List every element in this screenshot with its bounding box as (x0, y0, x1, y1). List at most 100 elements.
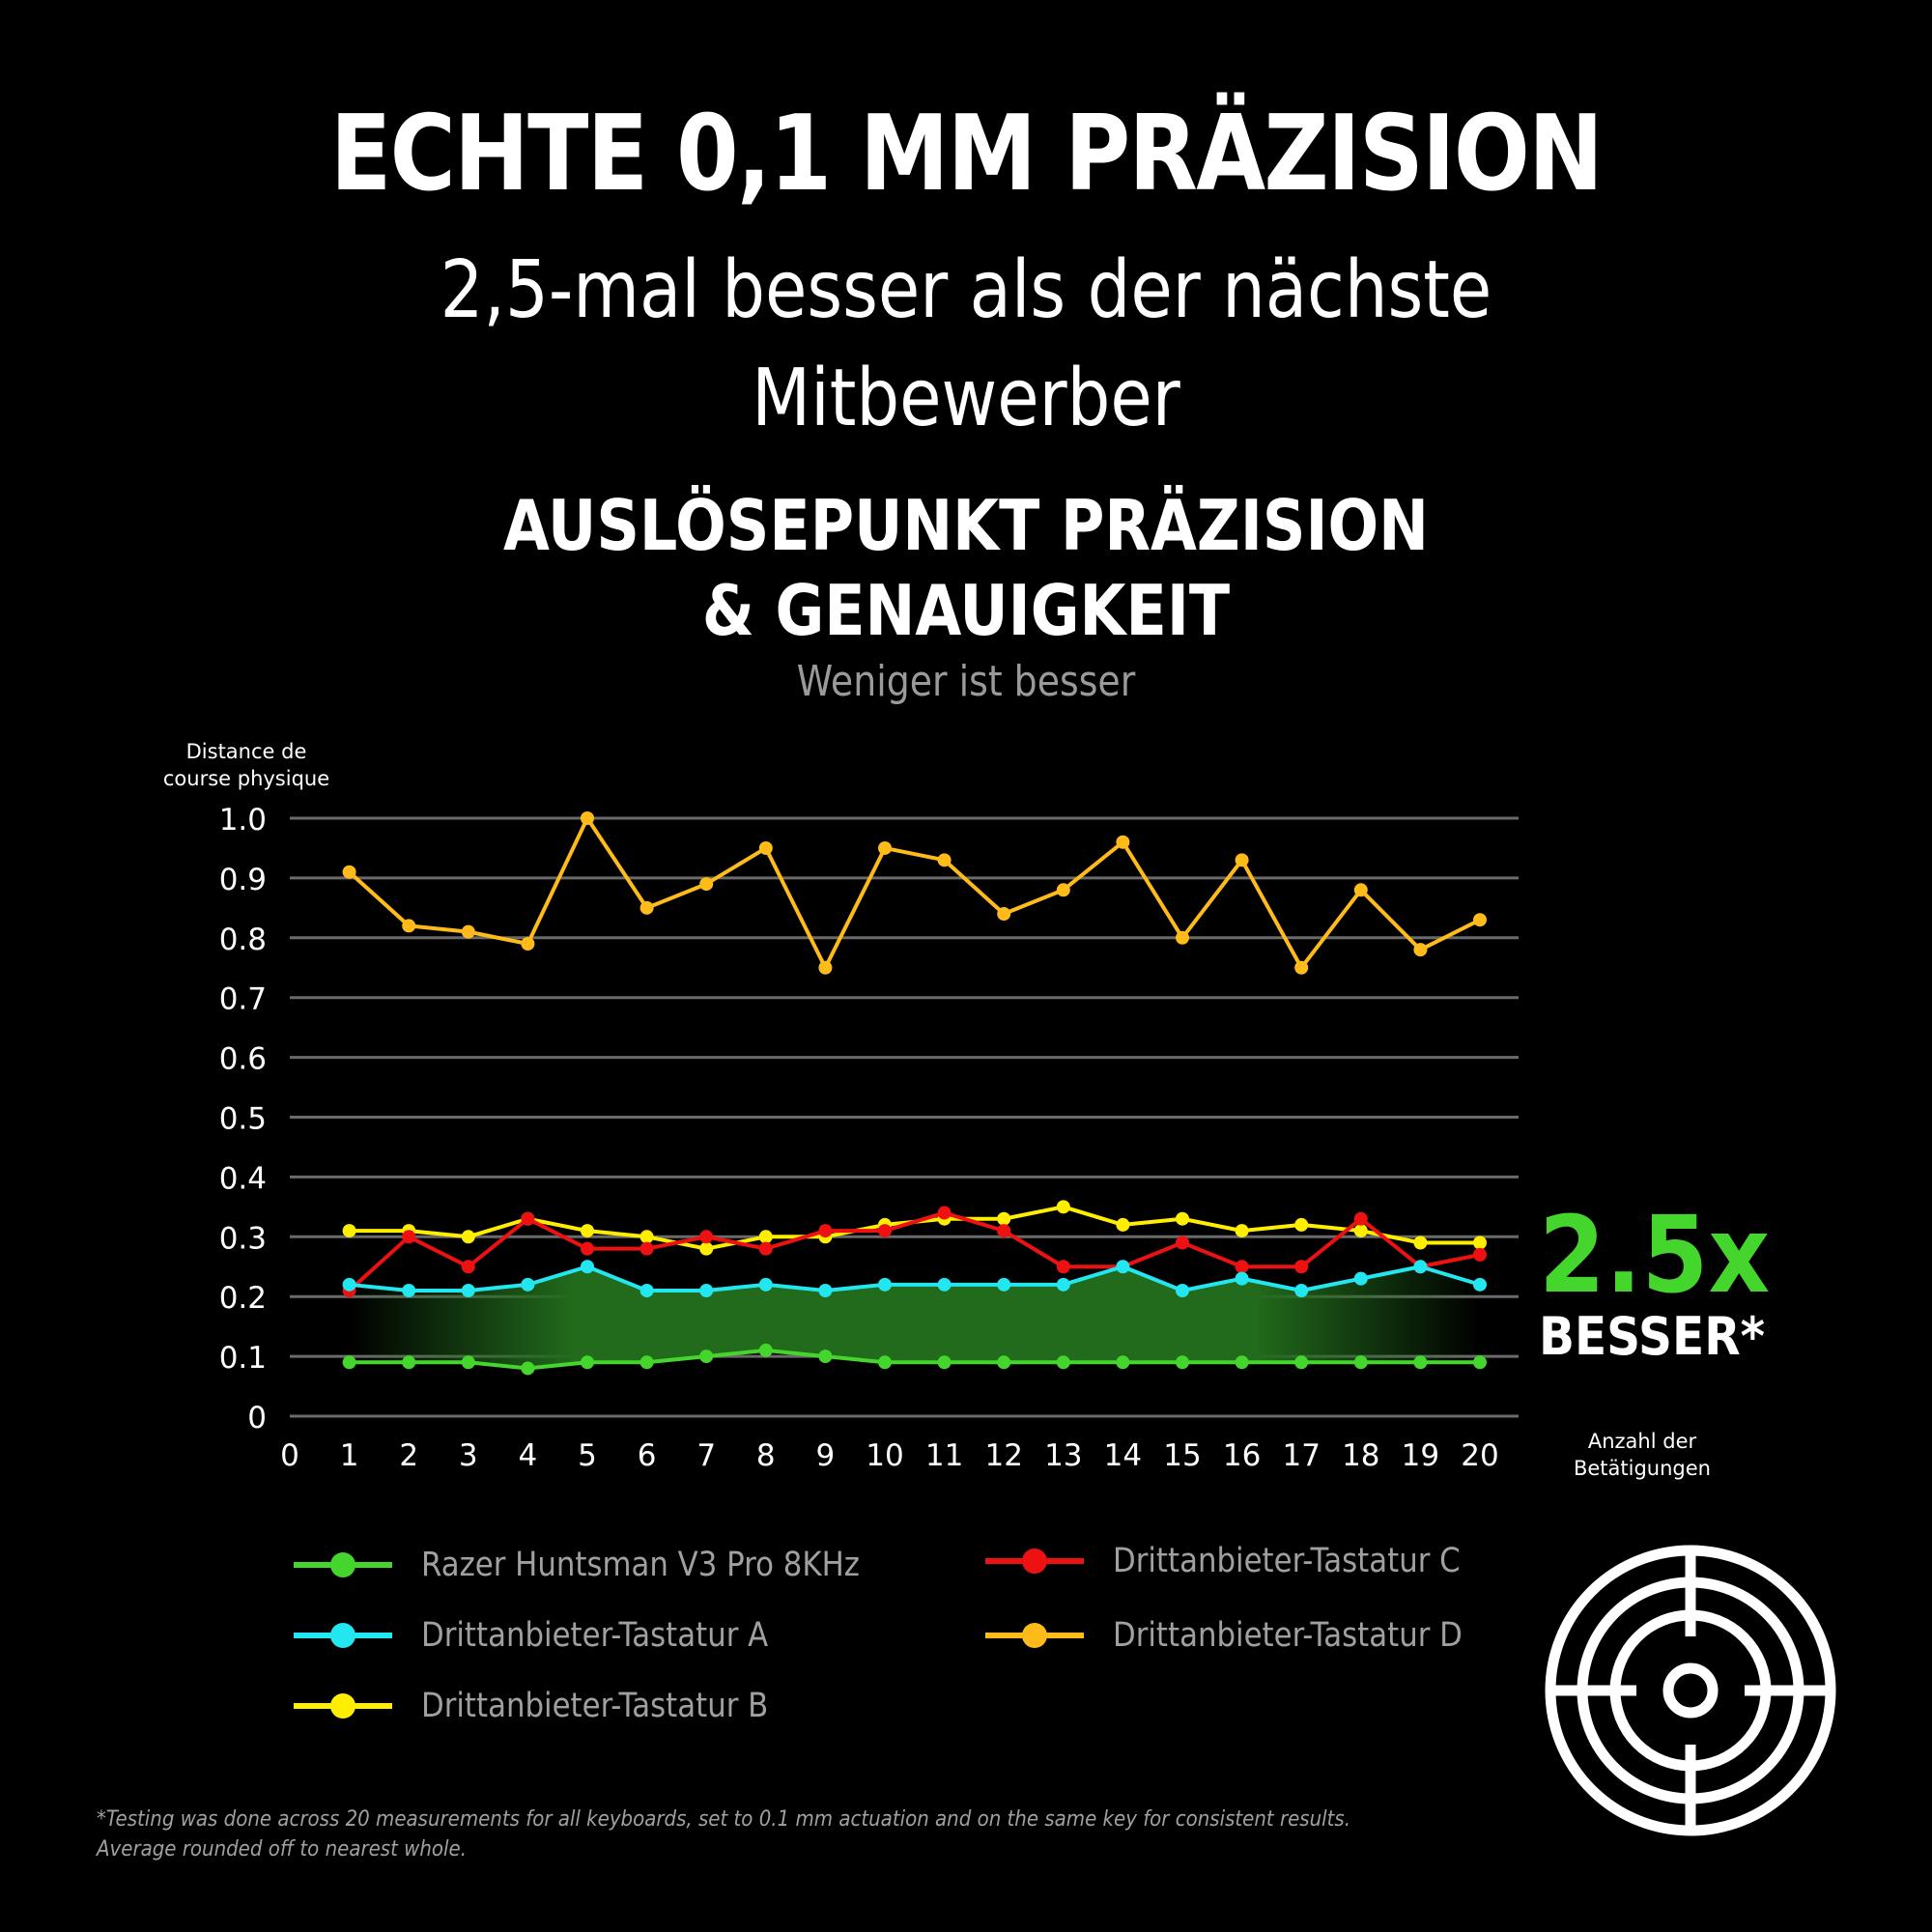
data-point (1413, 1260, 1428, 1274)
data-point (699, 877, 714, 892)
legend-item-razer: Razer Huntsman V3 Pro 8KHz (290, 1536, 920, 1594)
chart-title-line2: & GENAUIGKEIT (701, 570, 1231, 651)
chart-title: AUSLÖSEPUNKT PRÄZISION & GENAUIGKEIT (135, 483, 1797, 653)
series-razer-huntsman-v3-pro-8khz (342, 1343, 1487, 1376)
data-point (1176, 1355, 1189, 1370)
data-point (521, 1277, 535, 1292)
data-point (758, 1343, 773, 1357)
x-tick-label: 10 (866, 1438, 903, 1473)
series-drittanbieter-tastatur-c (342, 1206, 1487, 1298)
data-point (878, 1224, 892, 1238)
y-tick-label: 1.0 (219, 803, 267, 838)
x-tick-label: 14 (1104, 1438, 1142, 1473)
x-tick-label: 12 (984, 1438, 1022, 1473)
data-point (461, 924, 475, 939)
data-point (342, 1224, 356, 1238)
data-point (1056, 1277, 1070, 1292)
data-point (818, 1284, 833, 1298)
y-tick-label: 0.2 (219, 1281, 267, 1316)
data-point (1473, 1247, 1487, 1262)
data-point (1294, 960, 1309, 975)
data-point (1116, 1217, 1130, 1232)
data-point (1116, 1355, 1130, 1370)
data-point (1353, 1224, 1368, 1238)
data-point (1116, 1260, 1130, 1274)
data-point (1294, 1260, 1309, 1274)
improvement-badge-value: 2.5x (1539, 1193, 1771, 1317)
x-tick-label: 19 (1402, 1438, 1439, 1473)
data-point (581, 1241, 594, 1256)
data-point (639, 1355, 654, 1370)
x-axis-ticks: 0 1 2 3 4 5 6 7 8 9 10 11 12 13 14 15 16 17 18 19 20 (280, 1438, 1499, 1473)
y-tick-label: 0.1 (219, 1341, 267, 1376)
data-point (699, 1241, 714, 1256)
page-title: ECHTE 0,1 MM PRÄZISION (329, 94, 1604, 214)
data-point (461, 1284, 475, 1298)
data-point (1116, 835, 1130, 849)
x-tick-label: 13 (1044, 1438, 1082, 1473)
data-point (997, 1277, 1011, 1292)
target-icon (1545, 1545, 1836, 1836)
improvement-badge-label: BESSER* (1538, 1306, 1766, 1367)
data-point (1473, 1355, 1487, 1370)
data-point (1176, 1284, 1189, 1298)
data-point (342, 1355, 356, 1370)
legend-item-d: Drittanbieter-Tastatur D (981, 1606, 1510, 1664)
data-point (1413, 943, 1428, 957)
y-tick-label: 0.4 (219, 1161, 267, 1196)
x-axis-label-line2: Betätigungen (1573, 1457, 1711, 1480)
data-point (1294, 1284, 1309, 1298)
page-subtitle-line2: Mitbewerber (752, 353, 1180, 444)
data-point (1353, 1355, 1368, 1370)
page-subtitle-line1: 2,5-mal besser als der nächste (440, 244, 1492, 336)
chart-subtitle: Weniger ist besser (796, 657, 1136, 706)
y-axis-label-line2: course physique (162, 767, 330, 790)
data-point (1473, 913, 1487, 927)
data-point (1235, 1271, 1249, 1286)
data-point (639, 1284, 654, 1298)
data-point (997, 1355, 1011, 1370)
data-point (937, 853, 952, 867)
x-tick-label: 20 (1461, 1438, 1498, 1473)
x-tick-label: 11 (925, 1438, 963, 1473)
data-point (581, 1224, 594, 1238)
data-point (997, 1224, 1011, 1238)
data-point (521, 1211, 535, 1226)
data-point (699, 1284, 714, 1298)
data-point (937, 1206, 952, 1220)
x-tick-label: 5 (578, 1438, 597, 1473)
legend-label: Razer Huntsman V3 Pro 8KHz (421, 1546, 860, 1584)
y-tick-label: 0 (247, 1401, 267, 1435)
data-point (1235, 1260, 1249, 1274)
data-point (639, 1230, 654, 1244)
data-point (997, 907, 1011, 922)
data-point (639, 900, 654, 915)
data-point (1235, 1355, 1249, 1370)
data-point (818, 1350, 833, 1364)
data-point (1353, 1211, 1368, 1226)
data-point (878, 1277, 892, 1292)
data-point (461, 1355, 475, 1370)
highlight-band (349, 1266, 1481, 1369)
x-tick-label: 17 (1282, 1438, 1320, 1473)
data-point (342, 1277, 356, 1292)
data-point (818, 1224, 833, 1238)
legend-item-c: Drittanbieter-Tastatur C (981, 1532, 1508, 1590)
data-point (1176, 1236, 1189, 1250)
data-point (878, 1355, 892, 1370)
data-point (521, 1361, 535, 1376)
data-point (461, 1230, 475, 1244)
series-drittanbieter-tastatur-d (342, 811, 1487, 975)
legend-marker-icon (985, 1623, 1084, 1648)
y-tick-label: 0.6 (219, 1042, 267, 1077)
legend-label: Drittanbieter-Tastatur B (421, 1687, 769, 1725)
data-point (461, 1260, 475, 1274)
data-point (699, 1350, 714, 1364)
data-point (1176, 1211, 1189, 1226)
y-tick-label: 0.7 (219, 982, 267, 1017)
legend-marker-icon (294, 1552, 392, 1577)
legend-marker-icon (294, 1693, 392, 1719)
x-tick-label: 15 (1163, 1438, 1201, 1473)
data-point (1235, 853, 1249, 867)
